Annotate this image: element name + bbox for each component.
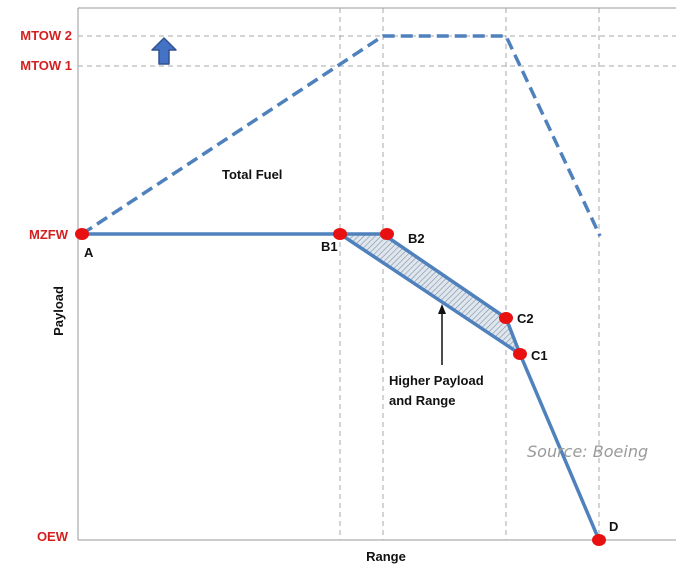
source-credit: Source: Boeing xyxy=(527,442,648,461)
x-axis-title: Range xyxy=(366,549,406,564)
label-a: A xyxy=(84,245,94,260)
improved-curve xyxy=(340,232,522,355)
gridlines xyxy=(78,8,676,540)
label-d: D xyxy=(609,519,618,534)
payload-range-lines xyxy=(82,232,601,541)
total-fuel-label: Total Fuel xyxy=(222,167,282,182)
higher-payload-label-line2: and Range xyxy=(389,393,455,408)
higher-payload-label-line1: Higher Payload xyxy=(389,373,484,388)
point-a xyxy=(75,228,89,240)
level-oew: OEW xyxy=(37,529,69,544)
point-b1 xyxy=(333,228,347,240)
point-c1 xyxy=(513,348,527,360)
level-mzfw: MZFW xyxy=(29,227,69,242)
total-fuel-line xyxy=(81,34,602,237)
point-labels: A B1 B2 C2 C1 D xyxy=(84,231,618,534)
points xyxy=(75,228,606,546)
label-b2: B2 xyxy=(408,231,425,246)
point-c2 xyxy=(499,312,513,324)
level-mtow2: MTOW 2 xyxy=(20,28,72,43)
point-b2 xyxy=(380,228,394,240)
pointer-arrow-icon xyxy=(438,304,446,365)
label-c1: C1 xyxy=(531,348,548,363)
label-c2: C2 xyxy=(517,311,534,326)
label-b1: B1 xyxy=(321,239,338,254)
y-level-labels: MTOW 2 MTOW 1 MZFW OEW xyxy=(20,28,72,544)
point-d xyxy=(592,534,606,546)
up-arrow-icon xyxy=(151,37,177,65)
axes xyxy=(77,7,676,541)
baseline-curve xyxy=(82,232,601,541)
y-axis-title: Payload xyxy=(51,286,66,336)
level-mtow1: MTOW 1 xyxy=(20,58,72,73)
